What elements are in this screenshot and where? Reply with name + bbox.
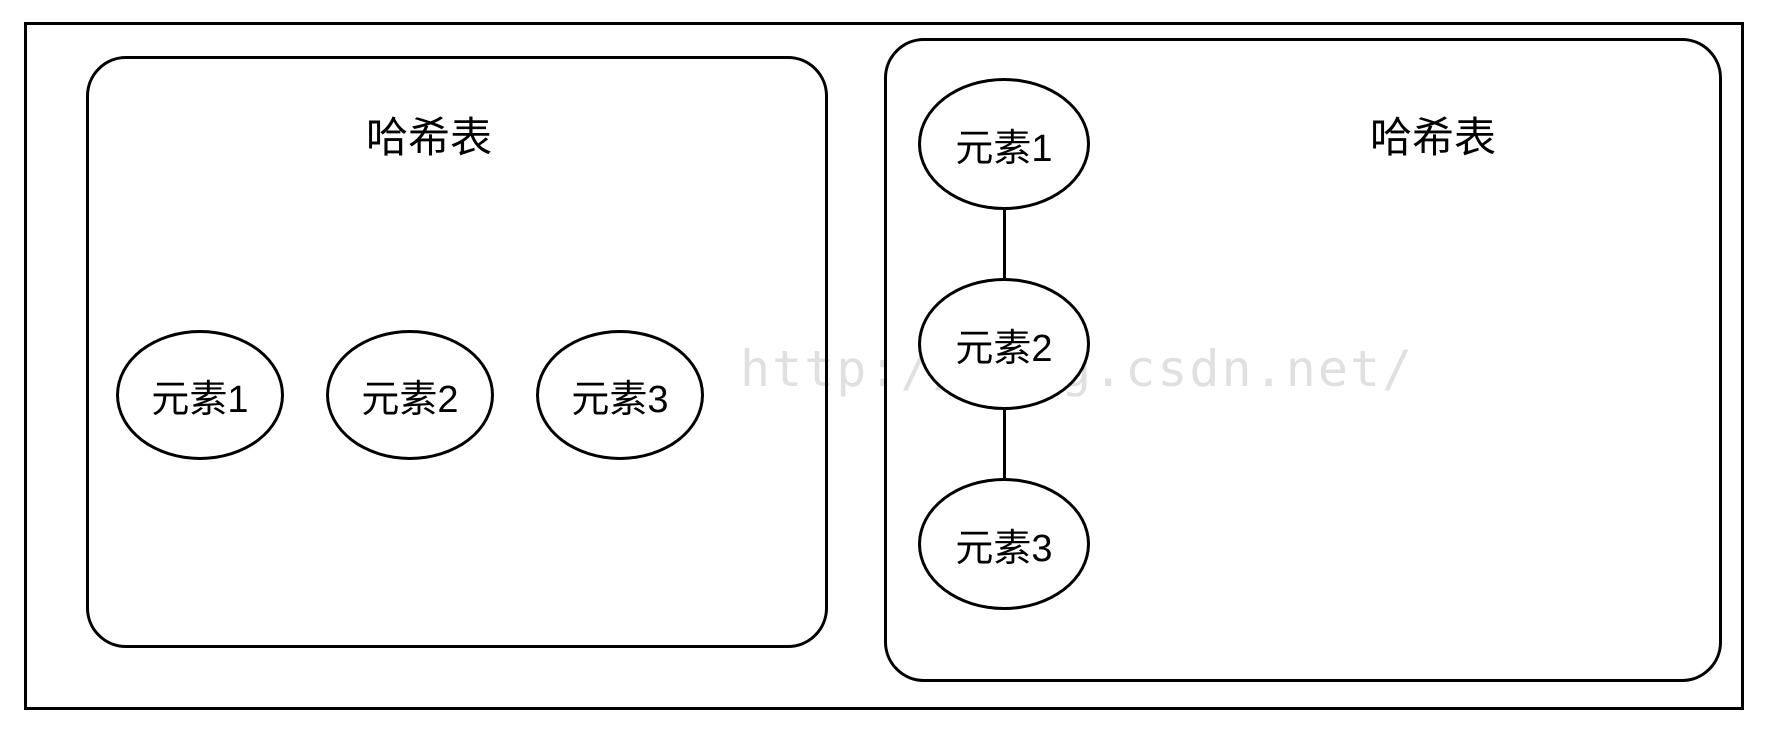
left-node-1-label: 元素1: [151, 368, 248, 423]
connector-1-2: [1003, 210, 1006, 278]
right-node-3: 元素3: [918, 478, 1090, 610]
right-node-1-label: 元素1: [955, 117, 1052, 172]
right-node-2-label: 元素2: [955, 317, 1052, 372]
connector-2-3: [1003, 410, 1006, 478]
right-node-2: 元素2: [918, 278, 1090, 410]
left-node-3: 元素3: [536, 330, 704, 460]
left-node-1: 元素1: [116, 330, 284, 460]
left-node-2-label: 元素2: [361, 368, 458, 423]
right-box-title: 哈希表: [1370, 104, 1496, 165]
right-node-3-label: 元素3: [955, 517, 1052, 572]
left-box-title: 哈希表: [366, 104, 492, 165]
left-node-3-label: 元素3: [571, 368, 668, 423]
left-node-2: 元素2: [326, 330, 494, 460]
right-node-1: 元素1: [918, 78, 1090, 210]
